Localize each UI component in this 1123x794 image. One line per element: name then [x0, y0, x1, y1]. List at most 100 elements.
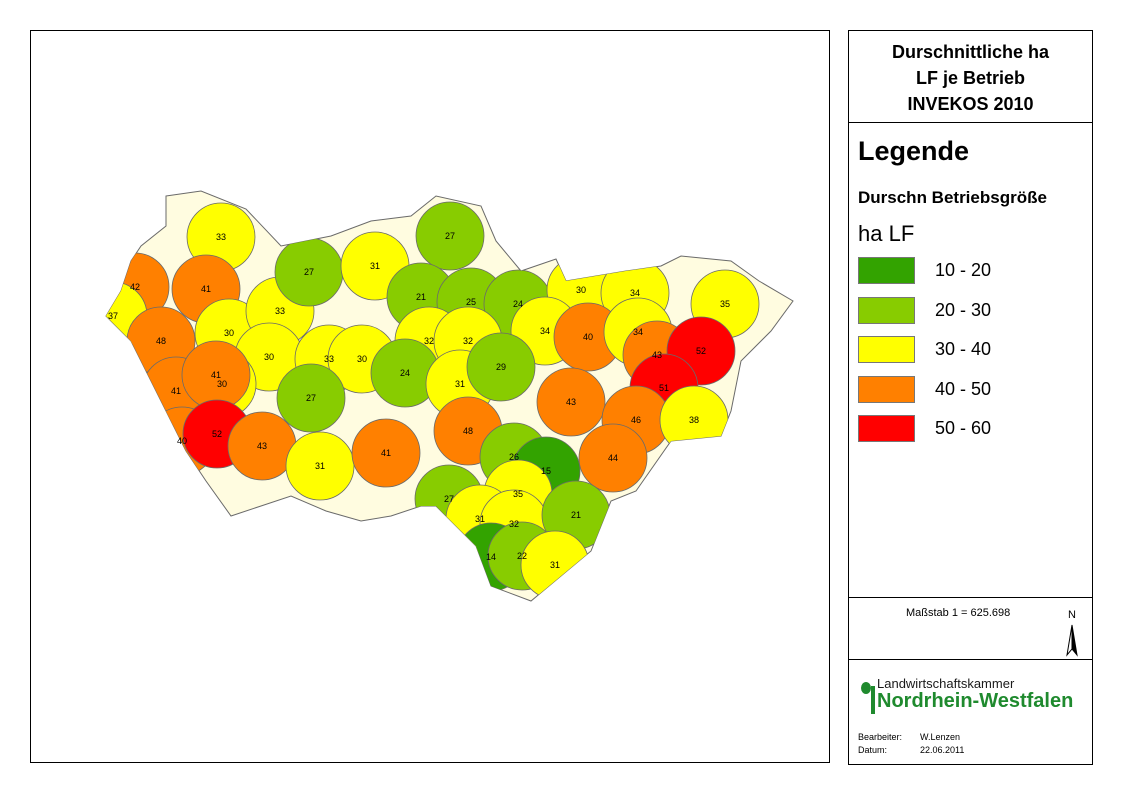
district-value-label: 48 [156, 336, 166, 346]
district-value-label: 24 [400, 368, 410, 378]
legend-heading: Legende [858, 136, 970, 166]
district-value-label: 30 [264, 352, 274, 362]
district-value-label: 34 [630, 288, 640, 298]
district-value-label: 27 [445, 231, 455, 241]
district-value-label: 34 [540, 326, 550, 336]
lwk-logo-icon [861, 682, 875, 714]
date-value: 22.06.2011 [920, 745, 965, 755]
credits: Bearbeiter: W.Lenzen Datum: 22.06.2011 [858, 731, 964, 757]
legend-list: 10 - 20 20 - 30 30 - 40 40 - 50 50 - 60 [858, 257, 1088, 455]
district-value-label: 32 [424, 336, 434, 346]
legend-subheading: Durschn Betriebsgröße [858, 188, 1047, 207]
district-value-label: 27 [304, 267, 314, 277]
district-value-label: 21 [416, 292, 426, 302]
district-value-label: 27 [444, 494, 454, 504]
district-value-label: 31 [475, 514, 485, 524]
district-value-label: 37 [108, 311, 118, 321]
map-title: Durschnittliche ha LF je Betrieb INVEKOS… [849, 39, 1092, 117]
legend-item: 40 - 50 [858, 375, 1088, 416]
district-area [578, 423, 648, 493]
legend-swatch [858, 296, 915, 324]
legend-swatch [858, 257, 915, 284]
district-value-label: 40 [583, 332, 593, 342]
date-row: Datum: 22.06.2011 [858, 744, 964, 757]
district-value-label: 52 [212, 429, 222, 439]
district-value-label: 27 [306, 393, 316, 403]
district-value-label: 35 [513, 489, 523, 499]
district-value-label: 35 [720, 299, 730, 309]
logo: Landwirtschaftskammer Nordrhein-Westfale… [859, 676, 1084, 716]
legend-swatch [858, 336, 915, 363]
legend-item: 50 - 60 [858, 415, 1088, 455]
district-value-label: 51 [659, 383, 669, 393]
logo-line-2: Nordrhein-Westfalen [877, 690, 1074, 712]
district-area [466, 332, 536, 402]
divider [849, 597, 1092, 598]
district-value-label: 30 [217, 379, 227, 389]
map-frame: 33 42 41 37 30 33 27 31 27 21 25 24 30 34 35 48 30 30 33 30… [30, 30, 830, 763]
district-value-label: 32 [463, 336, 473, 346]
date-label: Datum: [858, 745, 888, 755]
district-value-label: 31 [550, 560, 560, 570]
north-arrow-icon [1066, 624, 1078, 657]
legend-label: 20 - 30 [935, 299, 992, 320]
title-line-2: LF je Betrieb [915, 68, 1026, 88]
district-value-label: 30 [357, 354, 367, 364]
district-value-label: 33 [216, 232, 226, 242]
legend-swatch [858, 375, 915, 403]
district-area [285, 431, 355, 501]
district-value-label: 15 [541, 466, 551, 476]
scale-label: Maßstab 1 = 625.698 [906, 607, 1011, 619]
divider [849, 122, 1092, 123]
district-value-label: 14 [486, 552, 496, 562]
divider [849, 659, 1092, 660]
district-value-label: 46 [631, 415, 641, 425]
district-map: 33 42 41 37 30 33 27 31 27 21 25 24 30 34 35 48 30 30 33 30… [105, 190, 794, 602]
district-value-label: 48 [463, 426, 473, 436]
district-value-label: 31 [315, 461, 325, 471]
district-value-label: 29 [496, 362, 506, 372]
legend-unit: ha LF [858, 221, 915, 246]
district-area [276, 363, 346, 433]
district-value-label: 43 [257, 441, 267, 451]
legend-item: 20 - 30 [858, 296, 1088, 337]
district-value-label: 43 [652, 350, 662, 360]
district-value-label: 32 [509, 519, 519, 529]
district-value-label: 43 [566, 397, 576, 407]
district-value-label: 44 [608, 453, 618, 463]
district-value-label: 41 [211, 370, 221, 380]
district-value-label: 41 [381, 448, 391, 458]
legend-item: 10 - 20 [858, 257, 1088, 297]
district-area [351, 418, 421, 488]
district-value-label: 33 [324, 354, 334, 364]
editor-value: W.Lenzen [920, 732, 961, 742]
legend-label: 50 - 60 [935, 418, 992, 438]
district-value-label: 31 [455, 379, 465, 389]
logo-line-1: Landwirtschaftskammer [877, 676, 1015, 691]
district-value-label: 22 [517, 551, 527, 561]
district-value-label: 41 [201, 284, 211, 294]
district-value-label: 34 [633, 327, 643, 337]
district-value-label: 38 [689, 415, 699, 425]
editor-label: Bearbeiter: [858, 732, 903, 742]
side-panel: Durschnittliche ha LF je Betrieb INVEKOS… [848, 30, 1093, 765]
legend-label: 10 - 20 [935, 260, 992, 280]
district-value-label: 25 [466, 297, 476, 307]
north-letter: N [1068, 609, 1076, 621]
district-area [415, 201, 485, 271]
legend-label: 40 - 50 [935, 378, 992, 399]
title-line-1: Durschnittliche ha [891, 42, 1050, 62]
district-value-label: 40 [177, 436, 187, 446]
district-value-label: 26 [509, 452, 519, 462]
district-value-label: 24 [513, 299, 523, 309]
district-value-label: 30 [224, 328, 234, 338]
district-value-label: 42 [130, 282, 140, 292]
district-value-label: 33 [275, 306, 285, 316]
editor-row: Bearbeiter: W.Lenzen [858, 731, 964, 744]
district-value-label: 21 [571, 510, 581, 520]
district-value-label: 31 [370, 261, 380, 271]
legend-label: 30 - 40 [935, 339, 992, 359]
north-arrow: N [1059, 609, 1085, 659]
district-value-label: 52 [696, 346, 706, 356]
title-line-3: INVEKOS 2010 [907, 94, 1034, 114]
